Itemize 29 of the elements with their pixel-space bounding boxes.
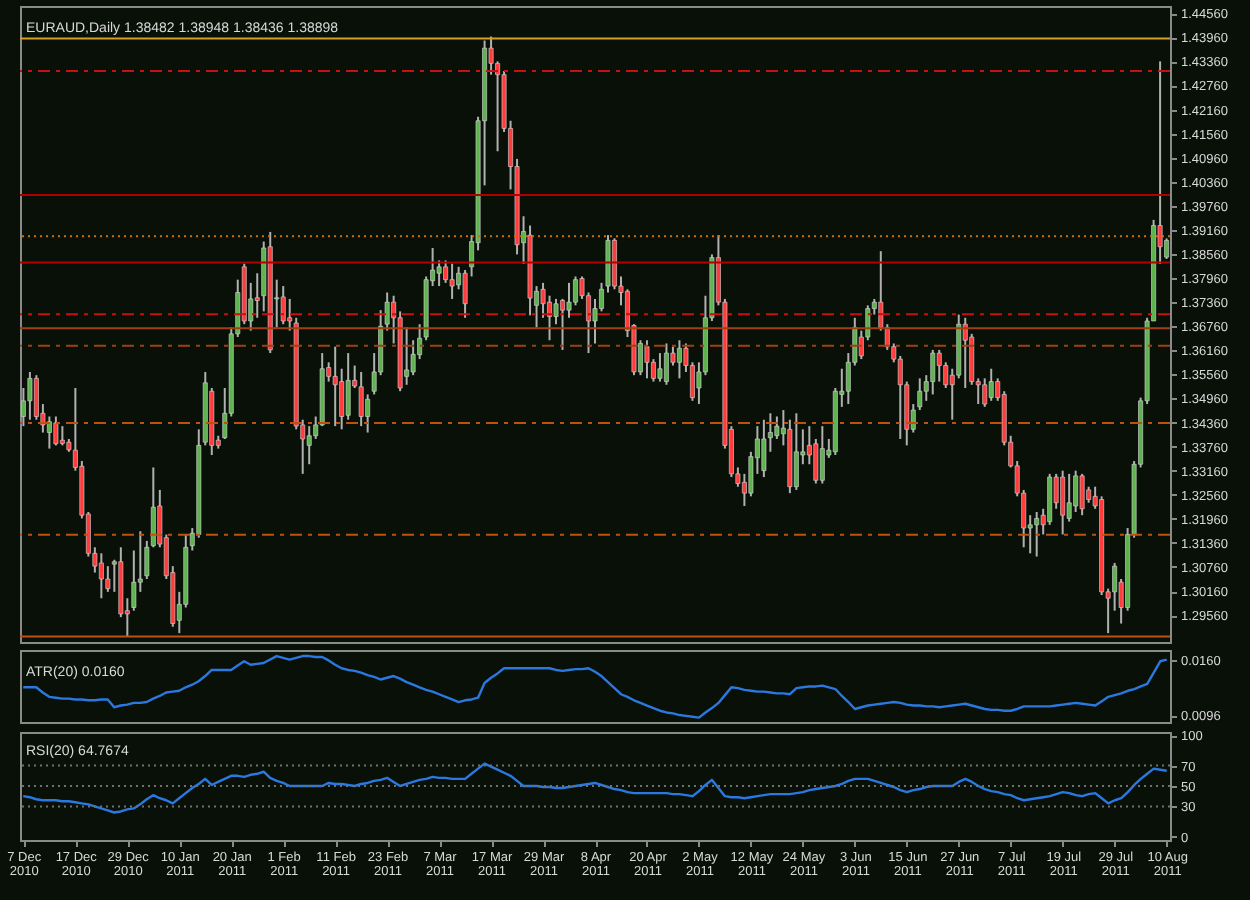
- candlestick: [1060, 469, 1066, 536]
- candlestick: [53, 415, 59, 447]
- candlestick: [819, 425, 825, 485]
- candlestick: [59, 425, 65, 447]
- candlestick: [280, 285, 286, 326]
- candlestick: [345, 352, 351, 421]
- candlestick: [936, 348, 942, 383]
- candlestick: [1079, 472, 1085, 517]
- candlestick: [98, 552, 104, 600]
- candlestick: [677, 339, 682, 380]
- candlestick: [27, 370, 33, 421]
- candlestick: [793, 412, 799, 491]
- candlestick: [449, 262, 455, 300]
- candlestick: [358, 370, 364, 428]
- candlestick: [930, 348, 936, 396]
- line-series: [22, 654, 1168, 719]
- candlestick: [664, 342, 669, 386]
- candlestick: [332, 345, 338, 428]
- line-series: [22, 762, 1168, 814]
- candlestick: [988, 367, 994, 402]
- candlestick: [982, 377, 988, 408]
- candlestick: [644, 339, 650, 380]
- candlestick: [365, 393, 371, 434]
- candlestick: [1047, 472, 1053, 526]
- candlestick: [1034, 510, 1040, 558]
- candlestick: [962, 316, 968, 389]
- candlestick: [566, 281, 572, 319]
- candlestick: [657, 352, 663, 383]
- candlestick: [761, 418, 767, 479]
